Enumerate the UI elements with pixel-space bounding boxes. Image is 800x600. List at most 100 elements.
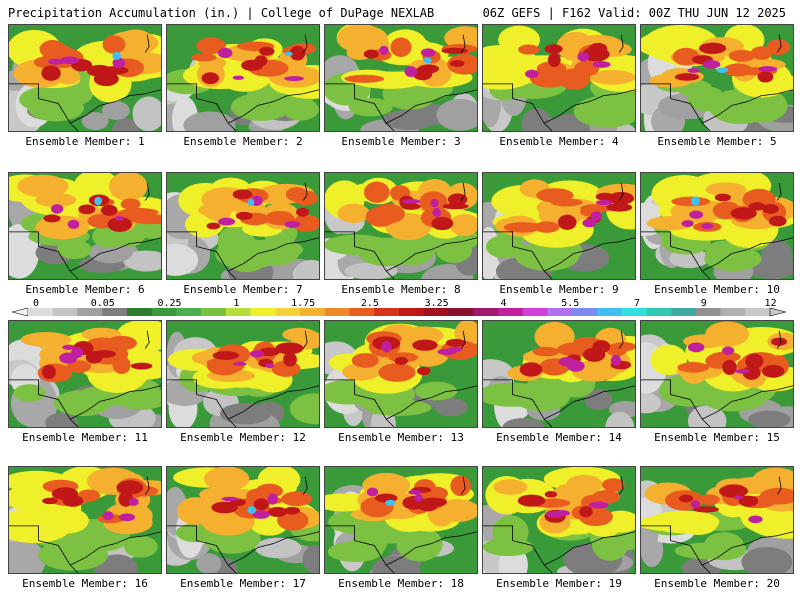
ensemble-member-caption: Ensemble Member: 5 (657, 135, 777, 148)
colorbar-swatch (423, 308, 449, 316)
colorbar-swatch (497, 308, 523, 316)
colorbar-swatch (201, 308, 227, 316)
precip-map (640, 466, 794, 574)
colorbar-swatch (77, 308, 103, 316)
ensemble-member-panel: Ensemble Member: 3 (324, 24, 478, 148)
colorbar-swatch (28, 308, 54, 316)
colorbar-swatch (547, 308, 573, 316)
colorbar-swatch (225, 308, 251, 316)
colorbar-swatch (374, 308, 400, 316)
precip-map (8, 320, 162, 428)
colorbar-tick-label: 7 (634, 298, 641, 309)
ensemble-member-caption: Ensemble Member: 18 (338, 577, 464, 590)
colorbar-swatch (275, 308, 301, 316)
colorbar-swatch (720, 308, 746, 316)
ensemble-member-panel: Ensemble Member: 5 (640, 24, 794, 148)
colorbar-swatch (448, 308, 474, 316)
precip-map (640, 24, 794, 132)
precip-map (8, 24, 162, 132)
colorbar-right-arrow (769, 308, 787, 317)
precip-map (166, 24, 320, 132)
model-valid-time: 06Z GEFS | F162 Valid: 00Z THU JUN 12 20… (482, 6, 786, 20)
colorbar-swatch (52, 308, 78, 316)
ensemble-member-panel: Ensemble Member: 16 (8, 466, 162, 590)
ensemble-member-caption: Ensemble Member: 19 (496, 577, 622, 590)
ensemble-member-panel: Ensemble Member: 20 (640, 466, 794, 590)
precip-map (166, 320, 320, 428)
colorbar-swatch (176, 308, 202, 316)
ensemble-member-caption: Ensemble Member: 6 (25, 283, 145, 296)
colorbar-swatch (102, 308, 128, 316)
precip-map (324, 24, 478, 132)
colorbar-swatch (349, 308, 375, 316)
precip-map (8, 466, 162, 574)
ensemble-member-panel: Ensemble Member: 10 (640, 172, 794, 296)
colorbar-tick-label: 0.25 (157, 298, 182, 309)
colorbar-swatch (596, 308, 622, 316)
colorbar-swatch (250, 308, 276, 316)
ensemble-member-caption: Ensemble Member: 20 (654, 577, 780, 590)
precip-map (8, 172, 162, 280)
ensemble-member-panel: Ensemble Member: 6 (8, 172, 162, 296)
colorbar-swatch (473, 308, 499, 316)
precip-map (324, 172, 478, 280)
precip-map (640, 320, 794, 428)
colorbar-swatch (324, 308, 350, 316)
ensemble-member-caption: Ensemble Member: 7 (183, 283, 303, 296)
colorbar-left-arrow (11, 308, 29, 317)
precip-map (324, 320, 478, 428)
colorbar-swatch (671, 308, 697, 316)
colorbar-tick-label: 9 (700, 298, 707, 309)
precip-map (640, 172, 794, 280)
colorbar-tick-label: 12 (764, 298, 777, 309)
ensemble-member-caption: Ensemble Member: 13 (338, 431, 464, 444)
ensemble-member-caption: Ensemble Member: 16 (22, 577, 148, 590)
precip-map (482, 24, 636, 132)
ensemble-member-panel: Ensemble Member: 11 (8, 320, 162, 444)
colorbar-swatch (572, 308, 598, 316)
precip-map (482, 172, 636, 280)
colorbar-swatch (646, 308, 672, 316)
ensemble-member-caption: Ensemble Member: 1 (25, 135, 145, 148)
precip-map (166, 466, 320, 574)
ensemble-member-caption: Ensemble Member: 9 (499, 283, 619, 296)
ensemble-member-caption: Ensemble Member: 11 (22, 431, 148, 444)
ensemble-member-caption: Ensemble Member: 17 (180, 577, 306, 590)
ensemble-member-panel: Ensemble Member: 15 (640, 320, 794, 444)
ensemble-member-caption: Ensemble Member: 10 (654, 283, 780, 296)
ensemble-member-panel: Ensemble Member: 12 (166, 320, 320, 444)
colorbar-swatch (695, 308, 721, 316)
colorbar-tick-label: 1.75 (291, 298, 316, 309)
precip-colorbar: 0 0.05 0.25 1 1.75 2.5 3.25 4 5.5 7 9 12 (0, 298, 800, 320)
ensemble-member-panel: Ensemble Member: 4 (482, 24, 636, 148)
header-bar: Precipitation Accumulation (in.) | Colle… (0, 0, 800, 22)
colorbar-tick-label: 0 (32, 298, 40, 309)
ensemble-member-caption: Ensemble Member: 3 (341, 135, 461, 148)
ensemble-member-panel: Ensemble Member: 1 (8, 24, 162, 148)
colorbar-swatch (399, 308, 425, 316)
ensemble-member-panel: Ensemble Member: 19 (482, 466, 636, 590)
ensemble-member-caption: Ensemble Member: 14 (496, 431, 622, 444)
ensemble-member-caption: Ensemble Member: 12 (180, 431, 306, 444)
colorbar-strip (11, 308, 787, 317)
colorbar-tick-label: 1 (233, 298, 240, 309)
ensemble-member-panel: Ensemble Member: 8 (324, 172, 478, 296)
product-title: Precipitation Accumulation (in.) | Colle… (8, 6, 435, 20)
colorbar-swatch (621, 308, 647, 316)
colorbar-swatch (151, 308, 177, 316)
colorbar-tick-label: 4 (500, 298, 507, 309)
ensemble-member-panel: Ensemble Member: 2 (166, 24, 320, 148)
precip-map (482, 466, 636, 574)
ensemble-member-panel: Ensemble Member: 18 (324, 466, 478, 590)
precip-map (482, 320, 636, 428)
colorbar-swatch (522, 308, 548, 316)
precip-map (324, 466, 478, 574)
colorbar-tick-label: 3.25 (424, 298, 449, 309)
colorbar-tick-label: 2.5 (360, 298, 379, 309)
colorbar-swatch (745, 308, 771, 316)
colorbar-tick-label: 0.05 (90, 298, 115, 309)
ensemble-member-panel: Ensemble Member: 14 (482, 320, 636, 444)
ensemble-member-caption: Ensemble Member: 15 (654, 431, 780, 444)
ensemble-member-caption: Ensemble Member: 8 (341, 283, 461, 296)
colorbar-tick-label: 5.5 (561, 298, 580, 309)
